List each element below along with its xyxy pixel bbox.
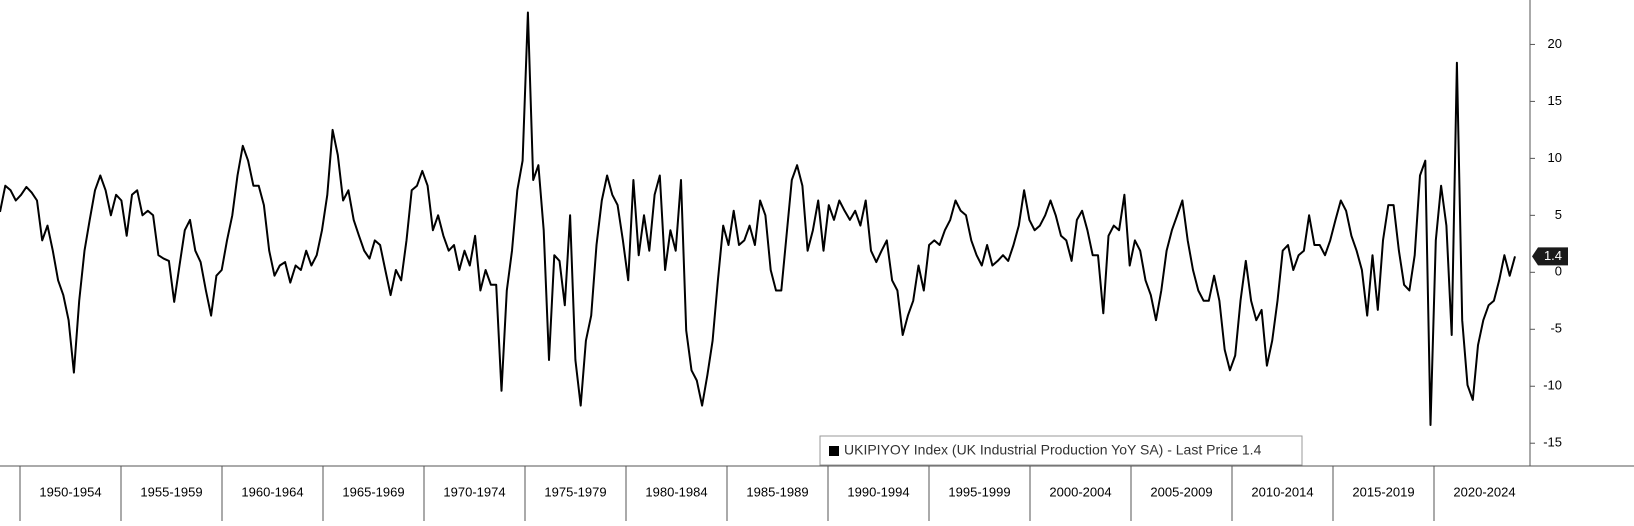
x-tick-label: 1980-1984 xyxy=(645,484,707,499)
x-tick-label: 2010-2014 xyxy=(1251,484,1313,499)
x-tick-label: 1970-1974 xyxy=(443,484,505,499)
legend-box xyxy=(819,435,1303,466)
last-price-tag xyxy=(1532,247,1568,266)
x-tick-label: 2015-2019 xyxy=(1352,484,1414,499)
plot-area: 1.4 xyxy=(0,11,1568,426)
legend: UKIPIYOY Index (UK Industrial Production… xyxy=(819,435,1303,466)
x-tick-label: 1950-1954 xyxy=(39,484,101,499)
x-tick-label: 1975-1979 xyxy=(544,484,606,499)
series-line xyxy=(0,11,1516,426)
x-tick-label: 1985-1989 xyxy=(746,484,808,499)
y-tick-label: 15 xyxy=(1548,93,1562,108)
y-tick-label: 5 xyxy=(1555,207,1562,222)
y-tick-label: 10 xyxy=(1548,150,1562,165)
x-tick-label: 2005-2009 xyxy=(1150,484,1212,499)
x-tick-label: 2000-2004 xyxy=(1049,484,1111,499)
y-tick-label: 20 xyxy=(1548,36,1562,51)
y-tick-label: 0 xyxy=(1555,264,1562,279)
last-price-label: 1.4 xyxy=(1544,248,1562,263)
ticks: -15 -10 -5 0 5 10 15 20 1950-1954 1955-1959 1960-1… xyxy=(19,36,1562,521)
x-tick-label: 1965-1969 xyxy=(342,484,404,499)
y-tick-label: -15 xyxy=(1543,435,1562,450)
x-tick-label: 1955-1959 xyxy=(140,484,202,499)
x-tick-label: 1960-1964 xyxy=(241,484,303,499)
x-tick-label: 1995-1999 xyxy=(948,484,1010,499)
legend-swatch xyxy=(829,446,839,456)
y-tick-label: -10 xyxy=(1543,378,1562,393)
x-tick-label: 1990-1994 xyxy=(847,484,909,499)
legend-label: UKIPIYOY Index (UK Industrial Production… xyxy=(844,442,1262,458)
x-tick-label: 2020-2024 xyxy=(1453,484,1515,499)
y-tick-label: -5 xyxy=(1550,321,1562,336)
